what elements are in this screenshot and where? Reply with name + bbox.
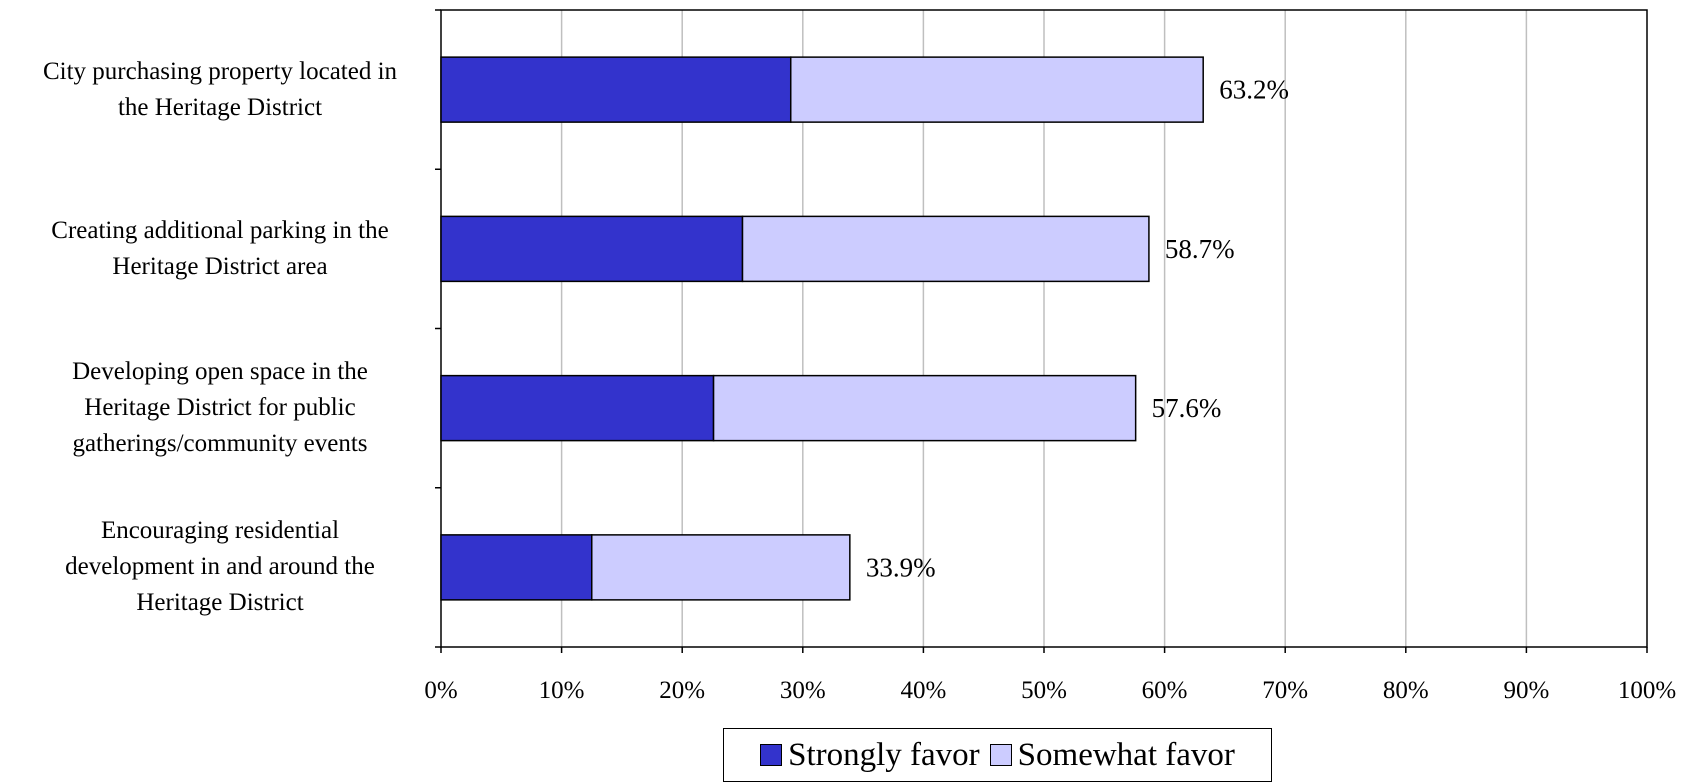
category-label-3: Encouraging residential development in an… [20,513,420,621]
legend-item-somewhat: Somewhat favor [989,736,1235,774]
x-tick-label-1: 10% [539,677,585,704]
category-label-line: Encouraging residential [100,517,340,545]
bar-strongly-0 [440,56,792,123]
category-label-line: Heritage District area [112,252,328,280]
total-label-0: 63.2% [1219,75,1289,105]
category-label-0: City purchasing property located in the H… [20,54,420,126]
x-tick-label-7: 70% [1262,677,1308,704]
category-label-1: Creating additional parking in the Herita… [20,213,420,285]
category-label-line: Creating additional parking in the [51,216,389,244]
category-label-line: development in and around the [65,553,375,581]
x-tick-label-2: 20% [659,677,705,704]
bar-somewhat-2 [712,374,1137,442]
legend-swatch-somewhat [989,744,1012,766]
bar-strongly-1 [440,215,744,283]
total-label-2: 57.6% [1152,393,1222,423]
x-tick-label-4: 40% [900,677,946,704]
total-label-3: 33.9% [866,552,936,582]
bar-somewhat-1 [741,215,1150,283]
x-tick-label-3: 30% [780,677,826,704]
x-tick-label-9: 90% [1503,677,1549,704]
x-tick-label-8: 80% [1383,677,1429,704]
x-tick-label-5: 50% [1021,677,1067,704]
x-tick-label-6: 60% [1142,677,1188,704]
legend-item-strongly: Strongly favor [760,737,980,774]
x-tick-label-0: 0% [424,677,457,704]
legend-label-strongly: Strongly favor [788,736,980,773]
bar-somewhat-3 [591,534,851,601]
category-label-line: Heritage District for public [84,394,356,422]
x-tick-label-10: 100% [1618,677,1676,704]
bar-strongly-3 [440,534,593,601]
category-label-line: City purchasing property located in [42,57,398,85]
legend: Strongly favor Somewhat favor [723,728,1272,782]
category-label-line: gatherings/community events [72,430,368,458]
bar-somewhat-0 [789,56,1204,123]
category-label-2: Developing open space in the Heritage Dis… [20,354,420,462]
category-label-line: the Heritage District [117,93,323,121]
total-label-1: 58.7% [1165,234,1235,264]
category-label-line: Developing open space in the [72,358,368,386]
legend-label-somewhat: Somewhat favor [1017,736,1235,773]
bar-strongly-2 [440,374,715,442]
legend-swatch-strongly [760,744,783,766]
category-label-line: Heritage District [136,589,304,617]
